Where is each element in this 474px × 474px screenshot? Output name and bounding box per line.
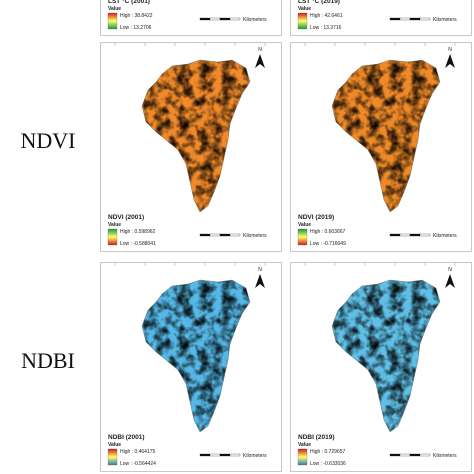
legend-high: High : 0.603667 xyxy=(310,229,346,235)
scale-segment xyxy=(219,233,231,237)
panel-title: NDVI (2019) xyxy=(298,214,334,221)
legend-high: High : 42.6461 xyxy=(310,13,343,19)
scale-segment xyxy=(409,233,421,237)
panel-title: NDBI (2019) xyxy=(298,434,334,441)
north-arrow xyxy=(445,54,455,68)
map-border xyxy=(141,279,251,433)
legend-ramp xyxy=(107,448,118,466)
legend-title: Value xyxy=(298,222,311,228)
scale-segment xyxy=(199,233,211,237)
scale-unit: Kilometers xyxy=(243,453,267,459)
map-border xyxy=(331,59,441,213)
scale-segment xyxy=(219,17,231,21)
panel-title: LST °C (2001) xyxy=(108,0,150,5)
north-label: N xyxy=(258,47,262,53)
legend-low: Low : 13.3716 xyxy=(310,25,342,31)
legend-high: High : 0.598962 xyxy=(120,229,156,235)
panel-title: NDBI (2001) xyxy=(108,434,144,441)
map-border xyxy=(331,279,441,433)
scale-segment xyxy=(399,17,411,21)
legend-ramp xyxy=(297,448,308,466)
scale-unit: Kilometers xyxy=(243,17,267,23)
scale-segment xyxy=(409,17,421,21)
legend-low: Low : -0.564424 xyxy=(120,461,156,467)
scale-segment xyxy=(399,233,411,237)
legend-high: High : 38.8422 xyxy=(120,13,153,19)
scale-unit: Kilometers xyxy=(433,17,457,23)
scale-segment xyxy=(219,453,231,457)
legend-title: Value xyxy=(298,442,311,448)
legend-ramp xyxy=(107,228,118,246)
legend-title: Value xyxy=(108,222,121,228)
scale-segment xyxy=(229,17,241,21)
legend-title: Value xyxy=(108,442,121,448)
legend-low: Low : -0.633036 xyxy=(310,461,346,467)
scale-segment xyxy=(209,233,221,237)
legend-ramp xyxy=(107,12,118,30)
row-label: NDBI xyxy=(21,348,75,373)
legend-ramp xyxy=(297,228,308,246)
scale-segment xyxy=(199,17,211,21)
scale-unit: Kilometers xyxy=(433,453,457,459)
legend-title: Value xyxy=(108,6,121,12)
scale-unit: Kilometers xyxy=(243,233,267,239)
scale-segment xyxy=(389,453,401,457)
panel-frame xyxy=(100,0,282,36)
scale-unit: Kilometers xyxy=(433,233,457,239)
legend-ramp xyxy=(297,12,308,30)
scale-segment xyxy=(419,17,431,21)
row-label: NDVI xyxy=(21,128,76,153)
scale-segment xyxy=(229,453,241,457)
scale-segment xyxy=(419,233,431,237)
scale-segment xyxy=(199,453,211,457)
legend-high: High : 0.464175 xyxy=(120,449,156,455)
north-label: N xyxy=(448,47,452,53)
panel-frame xyxy=(290,0,472,36)
panel-title: LST °C (2019) xyxy=(298,0,340,5)
legend-low: Low : -0.588041 xyxy=(120,241,156,247)
panel-title: NDVI (2001) xyxy=(108,214,144,221)
map-border xyxy=(141,59,251,213)
scale-segment xyxy=(209,17,221,21)
scale-segment xyxy=(419,453,431,457)
scale-segment xyxy=(399,453,411,457)
legend-low: Low : 13.2706 xyxy=(120,25,152,31)
scale-segment xyxy=(389,233,401,237)
legend-high: High : 0.729657 xyxy=(310,449,346,455)
north-arrow xyxy=(445,274,455,288)
north-label: N xyxy=(258,267,262,273)
legend-low: Low : -0.716049 xyxy=(310,241,346,247)
scale-segment xyxy=(389,17,401,21)
scale-segment xyxy=(229,233,241,237)
north-arrow xyxy=(255,274,265,288)
north-label: N xyxy=(448,267,452,273)
scale-segment xyxy=(409,453,421,457)
scale-segment xyxy=(209,453,221,457)
legend-title: Value xyxy=(298,6,311,12)
north-arrow xyxy=(255,54,265,68)
